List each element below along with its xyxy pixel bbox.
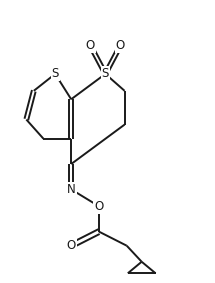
Text: S: S xyxy=(102,67,109,80)
Text: S: S xyxy=(51,67,59,80)
Text: O: O xyxy=(94,200,104,213)
Text: O: O xyxy=(116,39,125,52)
Text: N: N xyxy=(67,183,75,196)
Text: O: O xyxy=(67,239,76,252)
Text: O: O xyxy=(86,39,95,52)
